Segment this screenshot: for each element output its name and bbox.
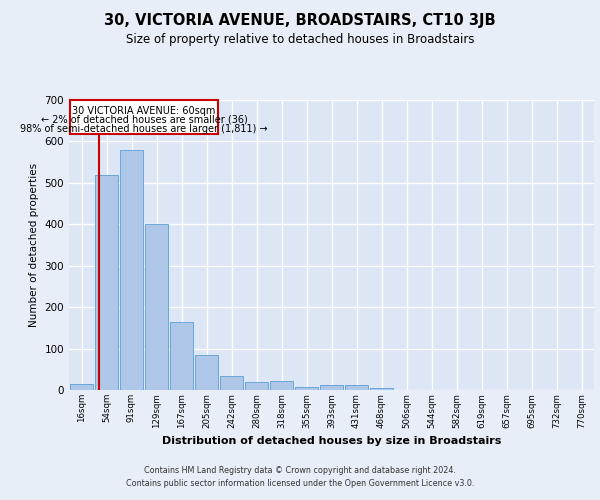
Bar	[270, 381, 293, 390]
Bar	[295, 386, 318, 390]
Text: ← 2% of detached houses are smaller (36): ← 2% of detached houses are smaller (36)	[41, 115, 247, 125]
Bar	[145, 224, 168, 390]
Text: 98% of semi-detached houses are larger (1,811) →: 98% of semi-detached houses are larger (…	[20, 124, 268, 134]
Text: 30 VICTORIA AVENUE: 60sqm: 30 VICTORIA AVENUE: 60sqm	[73, 106, 215, 116]
Bar	[170, 322, 193, 390]
Text: Size of property relative to detached houses in Broadstairs: Size of property relative to detached ho…	[126, 32, 474, 46]
Bar	[370, 388, 393, 390]
Text: 30, VICTORIA AVENUE, BROADSTAIRS, CT10 3JB: 30, VICTORIA AVENUE, BROADSTAIRS, CT10 3…	[104, 12, 496, 28]
Bar	[320, 385, 343, 390]
Bar	[195, 355, 218, 390]
Text: Contains HM Land Registry data © Crown copyright and database right 2024.
Contai: Contains HM Land Registry data © Crown c…	[126, 466, 474, 487]
Bar	[70, 384, 93, 390]
Bar	[245, 382, 268, 390]
Y-axis label: Number of detached properties: Number of detached properties	[29, 163, 39, 327]
Bar	[345, 385, 368, 390]
FancyBboxPatch shape	[70, 100, 218, 134]
Bar	[220, 376, 243, 390]
Bar	[120, 150, 143, 390]
X-axis label: Distribution of detached houses by size in Broadstairs: Distribution of detached houses by size …	[162, 436, 501, 446]
Bar	[95, 174, 118, 390]
